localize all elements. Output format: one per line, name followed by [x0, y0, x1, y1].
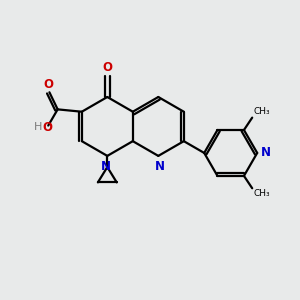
Text: O: O — [43, 121, 53, 134]
Text: N: N — [155, 160, 165, 173]
Text: N: N — [101, 160, 111, 173]
Text: H: H — [34, 122, 42, 132]
Text: O: O — [43, 77, 53, 91]
Text: CH₃: CH₃ — [254, 107, 270, 116]
Text: CH₃: CH₃ — [254, 189, 270, 198]
Text: O: O — [102, 61, 112, 74]
Text: N: N — [261, 146, 271, 159]
